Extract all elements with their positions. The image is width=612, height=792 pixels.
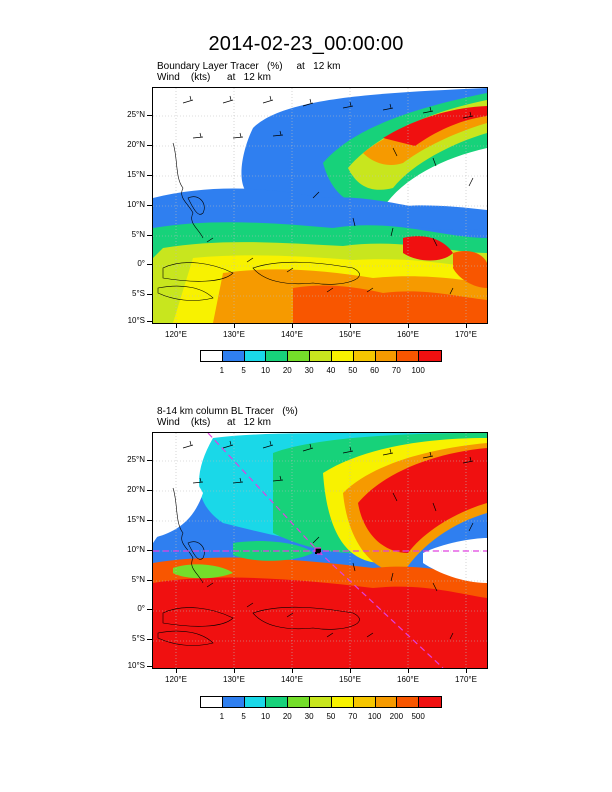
colorbar-swatch	[222, 697, 245, 707]
colorbar-swatch	[266, 697, 289, 707]
colorbar-swatch	[353, 697, 376, 707]
colorbar-swatch	[419, 351, 441, 361]
bottom-colorbar	[200, 696, 442, 708]
colorbar-label: 10	[261, 366, 270, 375]
bottom-lat-label: 10°N	[127, 545, 145, 554]
bottom-lon-label: 140°E	[281, 675, 303, 684]
top-lat-label: 0°	[137, 259, 145, 268]
top-lat-label: 10°N	[127, 200, 145, 209]
top-map-graphics	[153, 88, 487, 323]
colorbar-swatch	[288, 697, 311, 707]
colorbar-label: 200	[389, 712, 404, 721]
colorbar-swatch	[331, 697, 354, 707]
colorbar-swatch	[201, 697, 223, 707]
colorbar-label: 60	[370, 366, 379, 375]
bottom-lat-label: 10°S	[127, 661, 145, 670]
bottom-lat-label: 25°N	[127, 455, 145, 464]
top-tracer-field	[153, 88, 487, 323]
bottom-lat-label: 0°	[137, 604, 145, 613]
bottom-lon-label: 150°E	[339, 675, 361, 684]
bottom-coastlines	[157, 487, 360, 646]
bottom-lon-label: 170°E	[455, 675, 477, 684]
bottom-panel-title-line2: Wind (kts) at 12 km	[157, 417, 271, 428]
figure-title: 2014-02-23_00:00:00	[208, 33, 404, 55]
top-lat-label: 5°N	[131, 230, 145, 239]
bottom-map	[152, 432, 488, 669]
top-lat-label: 20°N	[127, 140, 145, 149]
top-lon-label: 150°E	[339, 330, 361, 339]
top-panel-title-line2: Wind (kts) at 12 km	[157, 72, 271, 83]
top-lat-label: 5°S	[132, 289, 145, 298]
colorbar-swatch	[353, 351, 376, 361]
colorbar-swatch	[244, 697, 267, 707]
colorbar-swatch	[375, 351, 398, 361]
colorbar-label: 50	[326, 712, 336, 721]
colorbar-label: 40	[326, 366, 336, 375]
colorbar-label: 5	[241, 712, 246, 721]
colorbar-label: 20	[282, 712, 292, 721]
top-lon-label: 130°E	[223, 330, 245, 339]
colorbar-swatch	[222, 351, 245, 361]
top-colorbar	[200, 350, 442, 362]
colorbar-swatch	[397, 697, 420, 707]
colorbar-label: 1	[219, 712, 225, 721]
colorbar-swatch	[375, 697, 398, 707]
colorbar-swatch	[331, 351, 354, 361]
top-lon-label: 160°E	[397, 330, 419, 339]
bottom-panel-title-line1: 8-14 km column BL Tracer (%)	[157, 406, 298, 417]
top-panel-title-line1: Boundary Layer Tracer (%) at 12 km	[157, 61, 341, 72]
bottom-lat-label: 15°N	[127, 515, 145, 524]
colorbar-swatch	[288, 351, 311, 361]
colorbar-swatch	[397, 351, 420, 361]
bottom-lat-label: 20°N	[127, 485, 145, 494]
colorbar-swatch	[201, 351, 223, 361]
colorbar-label: 100	[411, 366, 425, 375]
colorbar-swatch	[244, 351, 267, 361]
colorbar-swatch	[419, 697, 441, 707]
top-lat-label: 25°N	[127, 110, 145, 119]
colorbar-label: 20	[282, 366, 292, 375]
colorbar-swatch	[266, 351, 289, 361]
top-coastlines	[157, 142, 360, 301]
bottom-wind-barbs	[182, 440, 474, 640]
colorbar-label: 100	[367, 712, 382, 721]
bottom-graticule	[153, 433, 487, 668]
colorbar-label: 500	[411, 712, 425, 721]
bottom-lat-label: 5°N	[131, 575, 145, 584]
bottom-tracer-field	[153, 433, 487, 668]
colorbar-label: 70	[391, 366, 401, 375]
top-lat-label: 10°S	[127, 316, 145, 325]
top-lat-label: 15°N	[127, 170, 145, 179]
bottom-lon-label: 160°E	[397, 675, 419, 684]
colorbar-label: 30	[304, 712, 314, 721]
colorbar-label: 5	[241, 366, 246, 375]
colorbar-label: 50	[348, 366, 358, 375]
top-map	[152, 87, 488, 324]
colorbar-swatch	[310, 351, 332, 361]
top-wind-barbs	[182, 95, 474, 295]
colorbar-label: 30	[304, 366, 314, 375]
bottom-lat-label: 5°S	[132, 634, 145, 643]
bottom-lon-label: 120°E	[165, 675, 187, 684]
bottom-map-graphics	[153, 433, 487, 668]
bottom-lon-label: 130°E	[223, 675, 245, 684]
top-lon-label: 120°E	[165, 330, 187, 339]
bottom-cross-section-lines	[153, 433, 487, 668]
colorbar-label: 70	[348, 712, 358, 721]
colorbar-swatch	[310, 697, 332, 707]
top-graticule	[153, 88, 487, 323]
top-lon-label: 170°E	[455, 330, 477, 339]
top-lon-label: 140°E	[281, 330, 303, 339]
colorbar-label: 1	[219, 366, 225, 375]
colorbar-label: 10	[261, 712, 270, 721]
